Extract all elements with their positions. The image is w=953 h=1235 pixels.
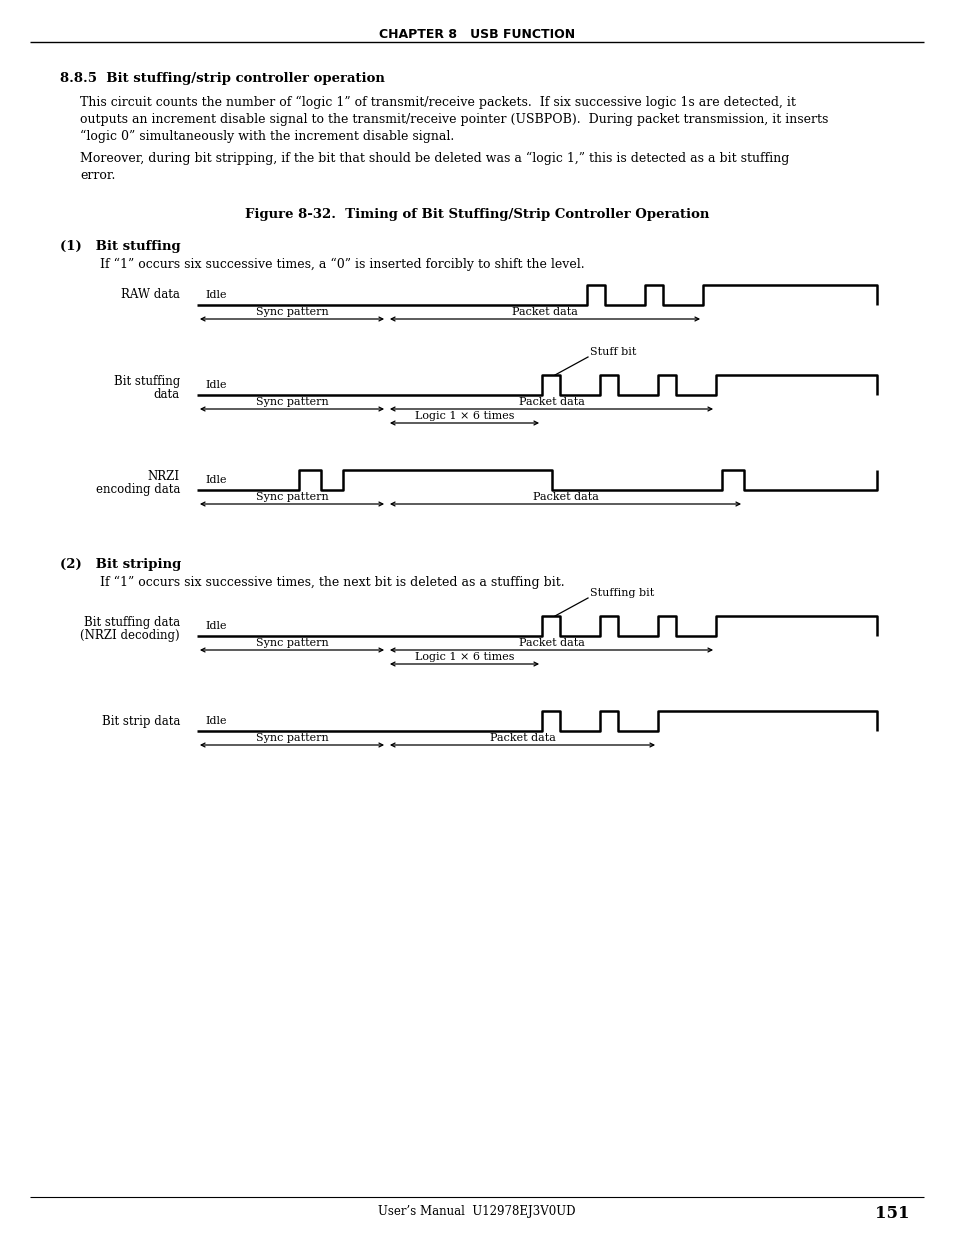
- Text: If “1” occurs six successive times, a “0” is inserted forcibly to shift the leve: If “1” occurs six successive times, a “0…: [100, 258, 584, 272]
- Text: Logic 1 × 6 times: Logic 1 × 6 times: [415, 411, 514, 421]
- Text: (2)   Bit striping: (2) Bit striping: [60, 558, 181, 571]
- Text: Stuff bit: Stuff bit: [589, 347, 636, 357]
- Text: Packet data: Packet data: [532, 492, 598, 501]
- Text: error.: error.: [80, 169, 115, 182]
- Text: Sync pattern: Sync pattern: [255, 308, 328, 317]
- Text: Idle: Idle: [205, 716, 226, 726]
- Text: Figure 8-32.  Timing of Bit Stuffing/Strip Controller Operation: Figure 8-32. Timing of Bit Stuffing/Stri…: [245, 207, 708, 221]
- Text: “logic 0” simultaneously with the increment disable signal.: “logic 0” simultaneously with the increm…: [80, 130, 454, 143]
- Text: Idle: Idle: [205, 475, 226, 485]
- Text: Sync pattern: Sync pattern: [255, 396, 328, 408]
- Text: RAW data: RAW data: [121, 289, 180, 301]
- Text: Idle: Idle: [205, 621, 226, 631]
- Text: This circuit counts the number of “logic 1” of transmit/receive packets.  If six: This circuit counts the number of “logic…: [80, 96, 795, 109]
- Text: encoding data: encoding data: [95, 483, 180, 496]
- Text: Packet data: Packet data: [518, 638, 584, 648]
- Text: 8.8.5  Bit stuffing/strip controller operation: 8.8.5 Bit stuffing/strip controller oper…: [60, 72, 384, 85]
- Text: Packet data: Packet data: [489, 734, 555, 743]
- Text: User’s Manual  U12978EJ3V0UD: User’s Manual U12978EJ3V0UD: [377, 1205, 576, 1218]
- Text: Bit stuffing data: Bit stuffing data: [84, 616, 180, 629]
- Text: 151: 151: [875, 1205, 909, 1221]
- Text: Stuffing bit: Stuffing bit: [589, 588, 654, 598]
- Text: (NRZI decoding): (NRZI decoding): [80, 629, 180, 642]
- Text: Sync pattern: Sync pattern: [255, 638, 328, 648]
- Text: Moreover, during bit stripping, if the bit that should be deleted was a “logic 1: Moreover, during bit stripping, if the b…: [80, 152, 788, 165]
- Text: Bit strip data: Bit strip data: [102, 715, 180, 727]
- Text: Idle: Idle: [205, 380, 226, 390]
- Text: Bit stuffing: Bit stuffing: [113, 375, 180, 388]
- Text: (1)   Bit stuffing: (1) Bit stuffing: [60, 240, 180, 253]
- Text: Logic 1 × 6 times: Logic 1 × 6 times: [415, 652, 514, 662]
- Text: Sync pattern: Sync pattern: [255, 492, 328, 501]
- Text: Packet data: Packet data: [518, 396, 584, 408]
- Text: data: data: [153, 388, 180, 401]
- Text: NRZI: NRZI: [148, 471, 180, 483]
- Text: Sync pattern: Sync pattern: [255, 734, 328, 743]
- Text: outputs an increment disable signal to the transmit/receive pointer (USBPOB).  D: outputs an increment disable signal to t…: [80, 112, 827, 126]
- Text: CHAPTER 8   USB FUNCTION: CHAPTER 8 USB FUNCTION: [378, 28, 575, 41]
- Text: If “1” occurs six successive times, the next bit is deleted as a stuffing bit.: If “1” occurs six successive times, the …: [100, 576, 564, 589]
- Text: Packet data: Packet data: [512, 308, 578, 317]
- Text: Idle: Idle: [205, 290, 226, 300]
